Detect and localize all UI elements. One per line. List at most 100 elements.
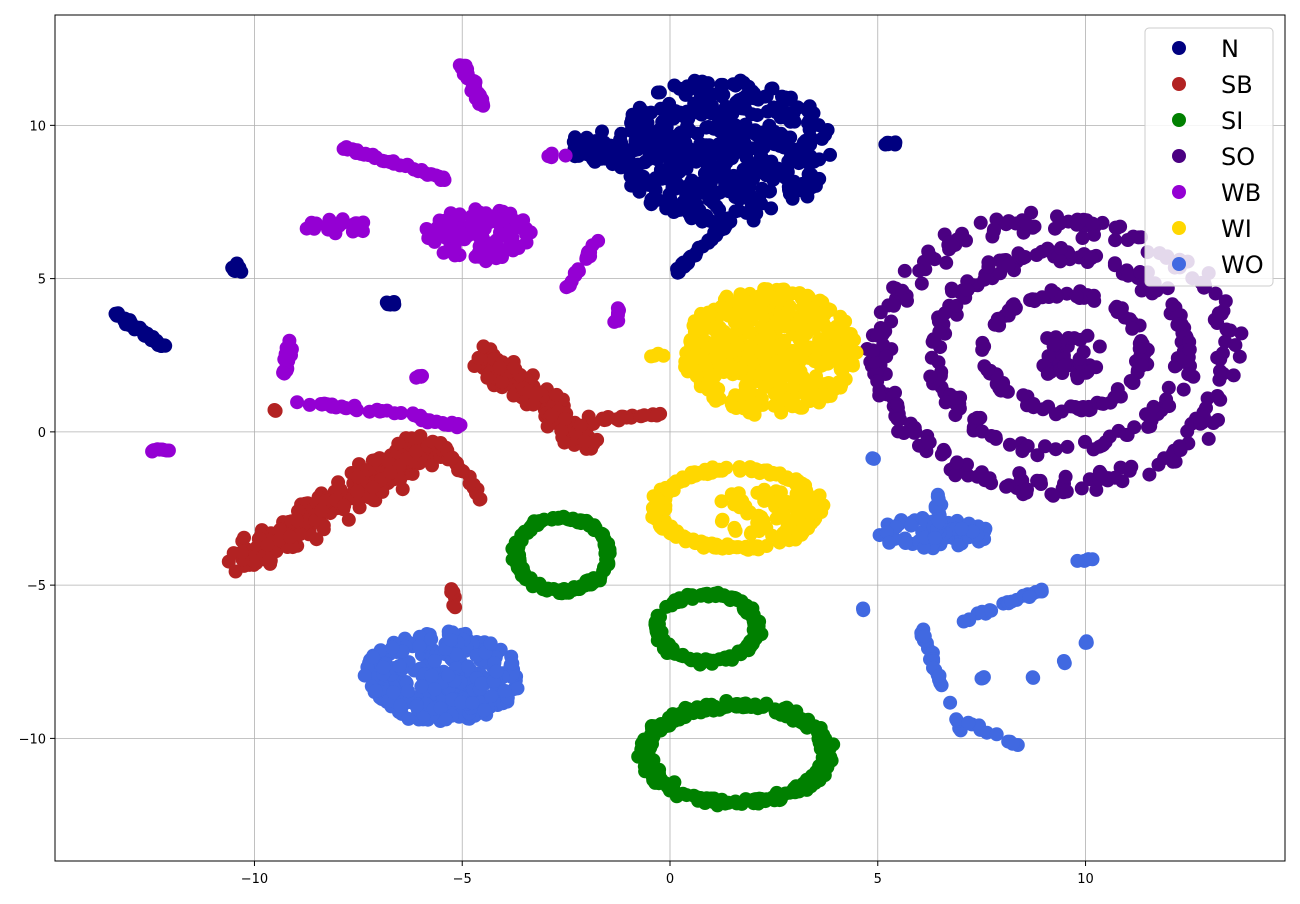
data-point xyxy=(634,736,649,751)
data-point xyxy=(1085,216,1100,231)
data-point xyxy=(276,365,291,380)
data-point xyxy=(810,342,824,357)
data-point xyxy=(454,695,469,710)
data-point xyxy=(801,177,816,192)
data-point xyxy=(1075,231,1090,245)
data-point xyxy=(1096,396,1111,411)
data-point xyxy=(745,157,760,172)
data-point xyxy=(1135,358,1149,373)
data-point xyxy=(961,715,976,730)
data-point xyxy=(272,533,287,548)
data-point xyxy=(338,401,353,415)
data-point xyxy=(448,600,463,615)
data-point xyxy=(975,335,990,350)
data-point xyxy=(483,636,498,651)
data-point xyxy=(445,450,460,465)
data-point xyxy=(705,186,720,201)
data-point xyxy=(798,133,813,148)
data-point xyxy=(260,537,275,552)
data-point xyxy=(642,151,656,165)
data-point xyxy=(791,474,806,489)
data-point xyxy=(921,435,936,450)
data-point xyxy=(507,360,522,375)
legend-label: WI xyxy=(1221,215,1252,243)
data-point xyxy=(1107,256,1122,271)
data-point xyxy=(865,343,880,358)
data-point xyxy=(449,647,464,662)
data-point xyxy=(773,792,788,807)
data-point xyxy=(709,199,724,214)
data-point xyxy=(496,226,511,241)
data-point xyxy=(476,339,491,354)
data-point xyxy=(1125,321,1140,336)
x-tick-label: −5 xyxy=(453,872,472,887)
data-point xyxy=(1094,467,1109,482)
data-point xyxy=(938,306,953,321)
data-point xyxy=(1133,265,1147,279)
data-point xyxy=(794,312,809,327)
data-point xyxy=(424,632,439,647)
data-point xyxy=(1025,292,1040,307)
data-point xyxy=(357,668,372,683)
data-point xyxy=(981,255,996,270)
data-point xyxy=(633,168,648,183)
y-tick-label: 0 xyxy=(38,426,46,441)
data-point xyxy=(777,471,792,486)
data-point xyxy=(1026,670,1041,685)
data-point xyxy=(884,314,899,329)
data-point xyxy=(948,408,963,423)
data-point xyxy=(688,320,703,335)
data-point xyxy=(811,118,826,133)
legend-marker xyxy=(1172,77,1186,91)
data-point xyxy=(283,530,297,544)
data-point xyxy=(813,721,828,735)
data-point xyxy=(1046,488,1061,503)
data-point xyxy=(461,659,475,674)
data-point xyxy=(731,486,746,501)
data-point xyxy=(314,397,328,411)
data-point xyxy=(701,376,716,391)
data-point xyxy=(1001,258,1016,273)
legend-marker xyxy=(1172,221,1186,235)
data-point xyxy=(489,664,504,679)
data-point xyxy=(477,703,492,718)
data-point xyxy=(391,436,406,451)
x-tick-label: 5 xyxy=(874,872,882,887)
data-point xyxy=(675,649,690,664)
data-point xyxy=(747,168,762,183)
data-point xyxy=(558,148,573,163)
data-point xyxy=(794,347,809,362)
data-point xyxy=(607,314,622,329)
data-point xyxy=(654,171,669,186)
data-point xyxy=(1056,654,1071,668)
data-point xyxy=(759,539,774,553)
data-point xyxy=(931,492,946,507)
data-point xyxy=(760,104,775,119)
data-point xyxy=(651,346,666,361)
data-point xyxy=(1087,227,1101,242)
data-point xyxy=(777,309,792,324)
data-point xyxy=(523,520,538,534)
data-points xyxy=(108,58,1249,813)
data-point xyxy=(473,492,488,507)
data-point xyxy=(571,582,586,597)
data-point xyxy=(817,377,832,392)
data-point xyxy=(401,684,415,699)
data-point xyxy=(718,698,733,713)
data-point xyxy=(541,149,556,164)
data-point xyxy=(870,374,885,389)
data-point xyxy=(429,168,443,183)
data-point xyxy=(637,122,652,137)
data-point xyxy=(856,601,870,616)
data-point xyxy=(771,338,786,353)
data-point xyxy=(1052,216,1067,231)
data-point xyxy=(544,408,559,423)
data-point xyxy=(471,350,486,365)
data-point xyxy=(782,186,797,201)
data-point xyxy=(987,222,1001,237)
data-point xyxy=(949,390,964,405)
data-point xyxy=(366,650,381,665)
data-point xyxy=(766,172,781,187)
data-point xyxy=(470,87,485,102)
data-point xyxy=(1095,438,1110,453)
